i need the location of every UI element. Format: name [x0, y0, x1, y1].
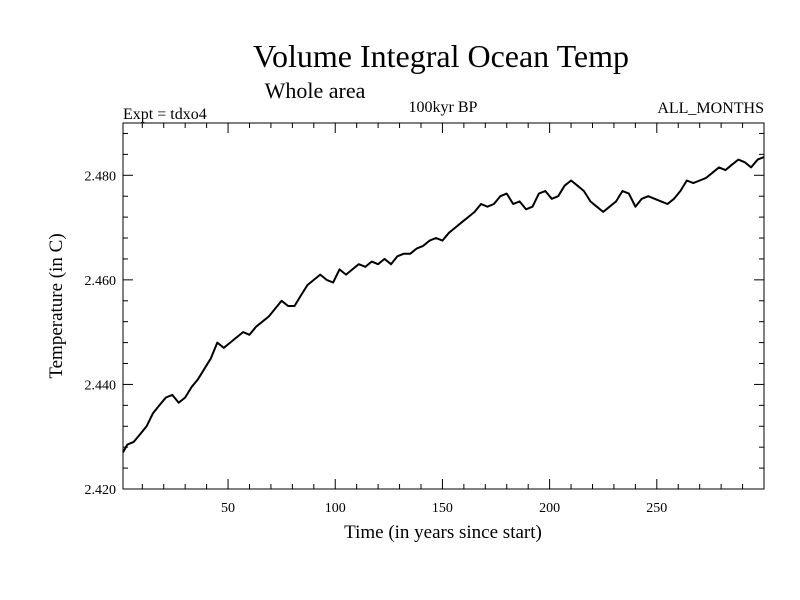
- y-axis-label: Temperature (in C): [46, 233, 67, 378]
- plot-frame: [122, 122, 765, 490]
- x-tick-label: 100: [325, 501, 346, 516]
- x-axis-label: Time (in years since start): [344, 522, 542, 543]
- y-tick-label: 2.460: [85, 274, 117, 289]
- months-label: ALL_MONTHS: [657, 100, 764, 117]
- axis-ticks: [123, 123, 764, 490]
- chart-subtitle: Whole area: [265, 78, 366, 103]
- chart-title: Volume Integral Ocean Temp: [253, 38, 629, 74]
- x-tick-labels: 50 100 150 200 250: [221, 501, 667, 516]
- x-tick-label: 50: [221, 501, 235, 516]
- y-tick-label: 2.420: [85, 483, 117, 498]
- experiment-label: Expt = tdxo4: [123, 106, 207, 123]
- period-label: 100kyr BP: [409, 99, 478, 116]
- series-line: [122, 156, 765, 453]
- x-tick-label: 150: [432, 501, 453, 516]
- x-tick-label: 200: [539, 501, 560, 516]
- y-tick-label: 2.440: [85, 378, 117, 393]
- x-tick-label: 250: [646, 501, 667, 516]
- y-tick-labels: 2.420 2.440 2.460 2.480: [85, 169, 117, 498]
- y-tick-label: 2.480: [85, 169, 117, 184]
